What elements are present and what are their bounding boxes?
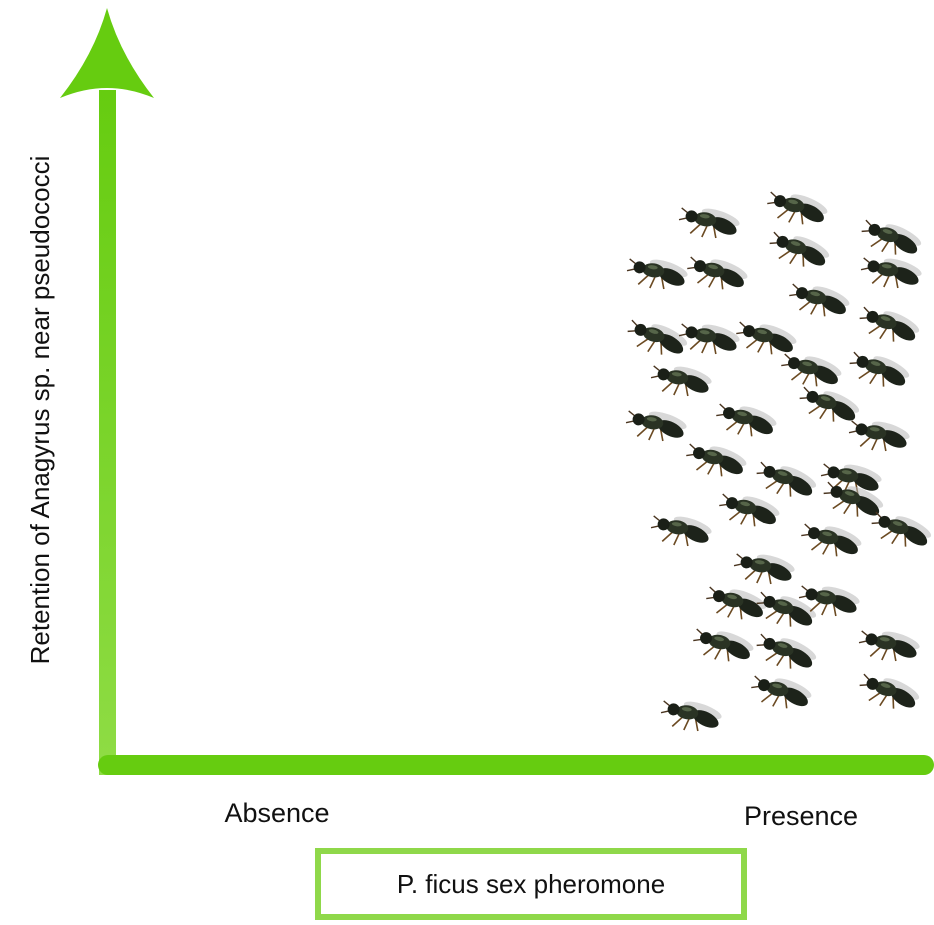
wasp-icon (677, 202, 743, 242)
wasp-icon (684, 251, 751, 295)
wasp-icon (856, 301, 924, 349)
wasp-icon (690, 623, 757, 667)
page: Retention of Anagyrus sp. near pseudococ… (0, 0, 934, 925)
wasp-icon (858, 214, 926, 262)
wasp-icon (857, 625, 923, 665)
wasp-icon (732, 548, 798, 588)
wasp-icon (625, 253, 691, 293)
x-category: Absence (224, 798, 329, 828)
diagram: Retention of Anagyrus sp. near pseudococ… (0, 0, 934, 925)
wasp-icon (786, 278, 853, 322)
y-axis-label: Retention of Anagyrus sp. near pseudococ… (25, 156, 55, 665)
wasp-icon (659, 695, 725, 735)
wasp-icon (859, 252, 925, 292)
wasp-icon (713, 398, 780, 442)
wasp-icon (748, 670, 815, 714)
wasp-icon (683, 438, 750, 482)
wasp-icon (778, 348, 845, 392)
x-category: Presence (744, 801, 858, 831)
y-axis (99, 90, 116, 775)
wasp-icon (649, 360, 715, 400)
wasp-icon (677, 318, 743, 358)
x-axis-label: P. ficus sex pheromone (397, 869, 665, 899)
x-axis (98, 755, 934, 775)
wasp-icon (716, 488, 783, 532)
wasp-icon (796, 381, 864, 429)
wasp-icon (733, 316, 800, 360)
wasp-icon (764, 186, 831, 230)
wasp-icon (766, 226, 834, 274)
wasp-icon (847, 415, 913, 455)
wasp-icon (798, 518, 865, 562)
wasp-icon (753, 628, 821, 676)
y-arrowhead (60, 8, 154, 98)
wasp-group (624, 186, 934, 735)
wasp-icon (624, 405, 690, 445)
wasp-icon (753, 456, 821, 504)
wasp-icon (868, 506, 934, 554)
wasp-icon (624, 314, 692, 362)
wasp-icon (856, 668, 924, 716)
wasp-icon (820, 476, 888, 524)
wasp-icon (846, 346, 914, 394)
wasp-icon (649, 510, 715, 550)
